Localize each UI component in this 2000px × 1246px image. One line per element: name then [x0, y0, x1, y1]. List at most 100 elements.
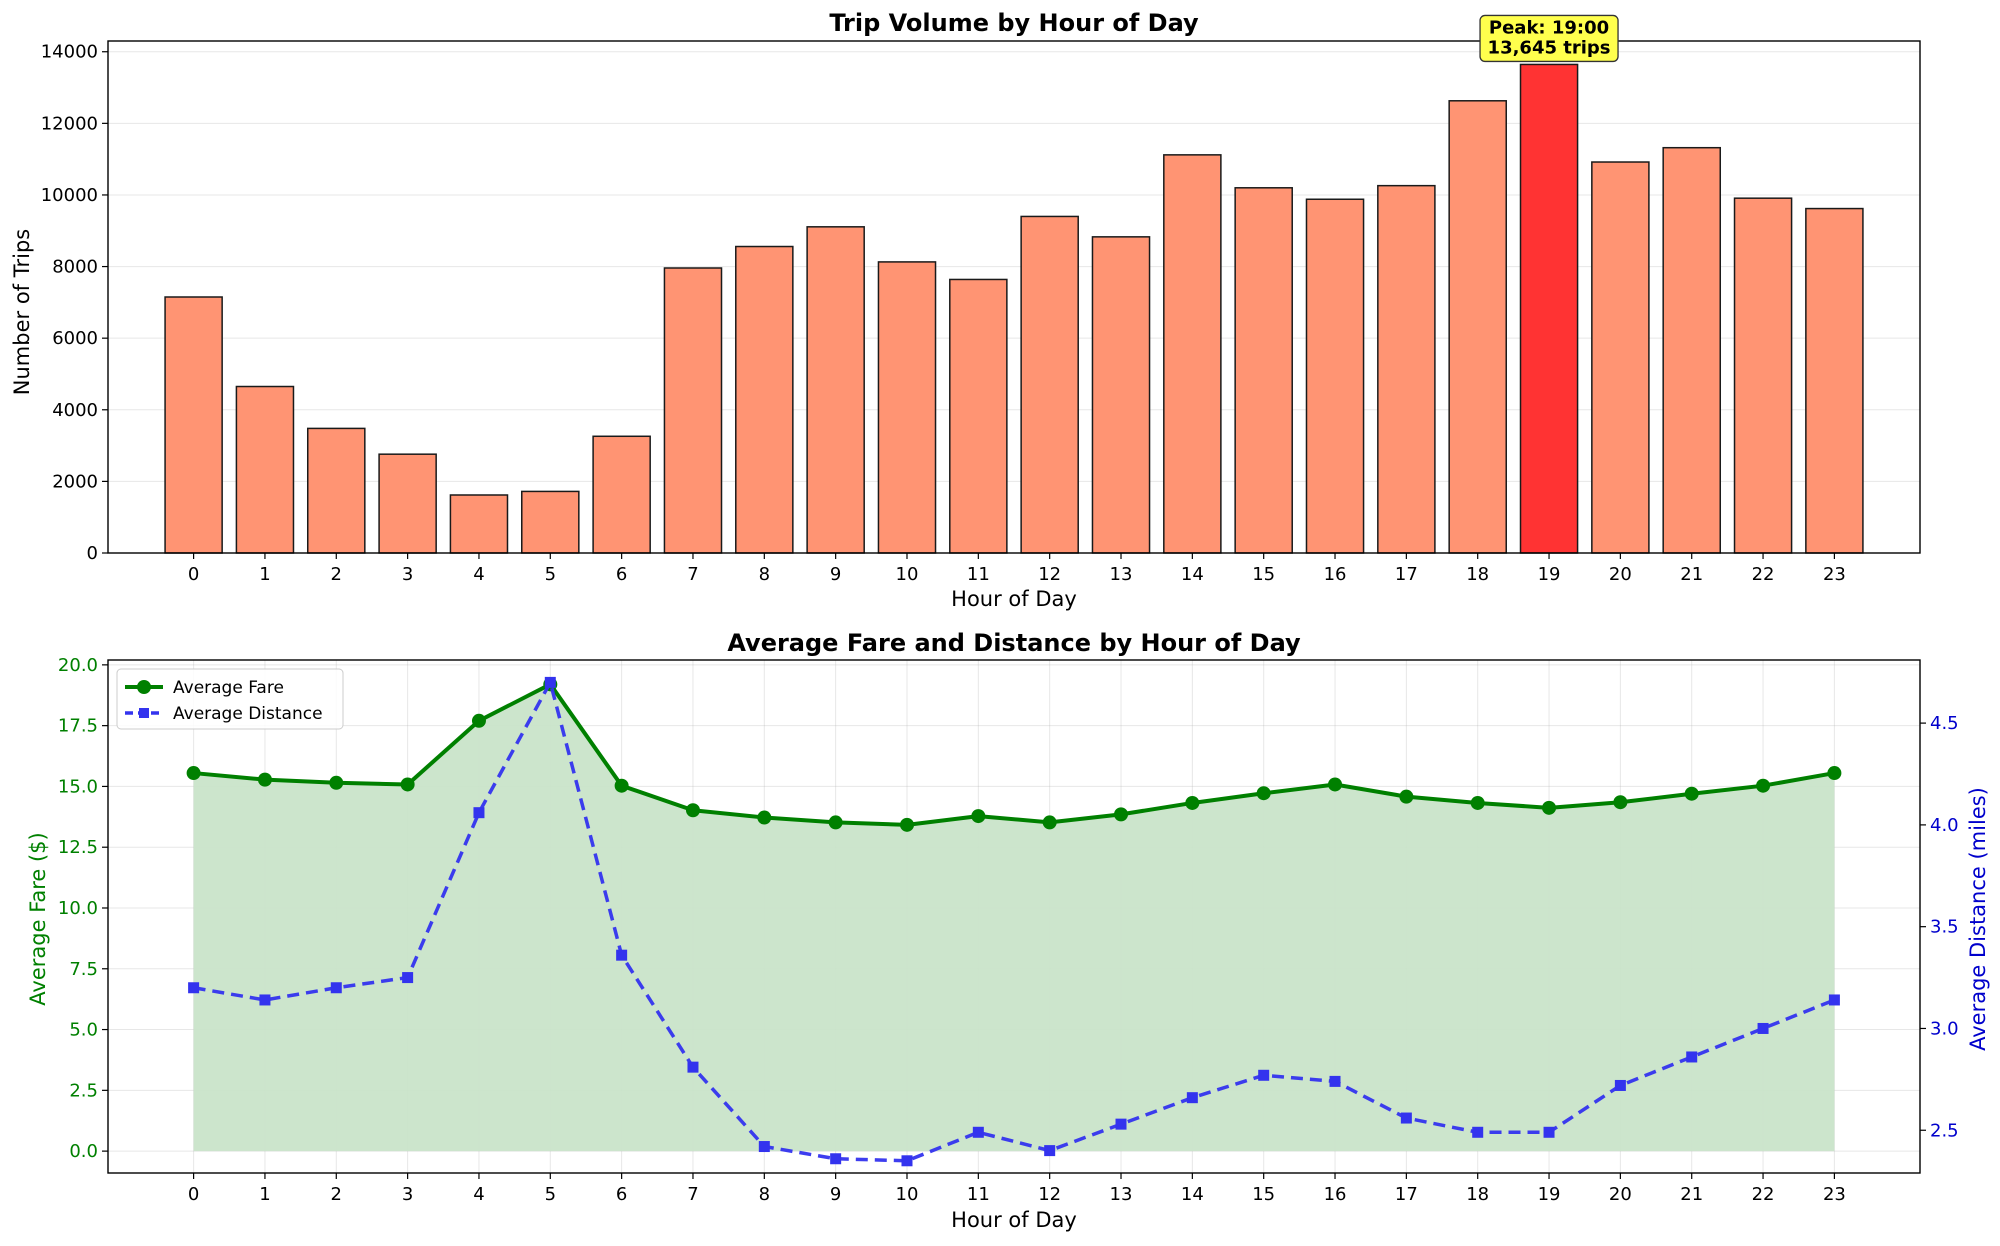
trip-volume-chart: Trip Volume by Hour of Day Hour of Day N… [10, 9, 1921, 611]
fare-distance-xtick-label: 20 [1609, 1184, 1632, 1205]
trip-volume-title: Trip Volume by Hour of Day [829, 9, 1199, 37]
distance-point [1828, 994, 1840, 1006]
distance-point [1258, 1069, 1270, 1081]
trip-bar [1591, 161, 1650, 554]
fare-ytick-label: 0.0 [69, 1141, 98, 1162]
trip-volume-xtick-label: 18 [1466, 564, 1489, 585]
distance-point [1044, 1145, 1056, 1157]
fare-point [1114, 807, 1129, 822]
legend-fare-marker [137, 680, 151, 694]
distance-ytick-label: 2.5 [1930, 1120, 1959, 1141]
legend-distance-label: Average Distance [173, 704, 323, 724]
trip-volume-xtick-label: 7 [687, 564, 698, 585]
distance-point [330, 982, 342, 994]
fare-ytick-label: 12.5 [58, 837, 98, 858]
fare-point [257, 772, 272, 787]
trip-volume-xtick-label: 10 [896, 564, 919, 585]
fare-distance-xtick-label: 3 [402, 1184, 413, 1205]
distance-point [259, 994, 271, 1006]
trip-volume-xtick-label: 3 [402, 564, 413, 585]
fare-point [685, 803, 700, 818]
trip-volume-xtick-label: 14 [1181, 564, 1204, 585]
distance-point [616, 949, 628, 961]
fare-ytick-label: 20.0 [58, 655, 98, 676]
fare-distance-xtick-label: 15 [1252, 1184, 1275, 1205]
trip-volume-ytick-label: 10000 [41, 185, 98, 206]
trip-bar [735, 245, 794, 554]
trip-bar [378, 453, 437, 554]
trip-volume-xtick-label: 6 [616, 564, 627, 585]
fare-distance-xtick-label: 17 [1395, 1184, 1418, 1205]
trip-volume-xtick-label: 20 [1609, 564, 1632, 585]
trip-bar [1020, 215, 1079, 554]
trip-volume-ytick-label: 4000 [52, 400, 98, 421]
distance-point [1329, 1075, 1341, 1087]
trip-volume-xtick-label: 5 [545, 564, 556, 585]
trip-volume-xtick-label: 2 [331, 564, 342, 585]
fare-point [471, 713, 486, 728]
fare-distance-xtick-label: 13 [1110, 1184, 1133, 1205]
fare-distance-xtick-label: 21 [1680, 1184, 1703, 1205]
distance-point [1400, 1112, 1412, 1124]
peak-annotation-line: 13,645 trips [1488, 37, 1611, 58]
distance-point [901, 1155, 913, 1167]
distance-point [1115, 1118, 1127, 1130]
fare-distance-chart: Average Fare and Distance by Hour of Day… [26, 629, 1990, 1232]
trip-volume-xtick-label: 11 [967, 564, 990, 585]
fare-distance-xtick-label: 8 [759, 1184, 770, 1205]
fare-ytick-label: 2.5 [69, 1080, 98, 1101]
trip-bar [949, 278, 1008, 554]
fare-point [899, 817, 914, 832]
trip-volume-xtick-label: 9 [830, 564, 841, 585]
trip-volume-xtick-label: 4 [473, 564, 484, 585]
fare-ytick-label: 5.0 [69, 1020, 98, 1041]
fare-ytick-label: 10.0 [58, 898, 98, 919]
trip-volume-plot-frame [107, 40, 1921, 554]
distance-point [1614, 1079, 1626, 1091]
fare-distance-xtick-label: 7 [687, 1184, 698, 1205]
trip-volume-xtick-label: 22 [1752, 564, 1775, 585]
legend-fare-label: Average Fare [173, 678, 284, 698]
trip-bar [235, 385, 295, 554]
fare-distance-xlabel: Hour of Day [951, 1208, 1077, 1232]
peak-annotation-box [1479, 14, 1619, 63]
fare-series-line [193, 682, 1835, 827]
fare-distance-xtick-label: 0 [188, 1184, 199, 1205]
trip-volume-xtick-label: 15 [1252, 564, 1275, 585]
peak-annotation-line: Peak: 19:00 [1489, 17, 1609, 38]
fare-distance-xtick-label: 5 [545, 1184, 556, 1205]
fare-distance-plot-frame [107, 659, 1921, 1174]
fare-point [1684, 786, 1699, 801]
trip-volume-xtick-label: 21 [1680, 564, 1703, 585]
fare-point [1613, 795, 1628, 810]
fare-distance-xtick-label: 10 [896, 1184, 919, 1205]
fare-point [1756, 778, 1771, 793]
distance-point [473, 807, 485, 819]
fare-point [400, 777, 415, 792]
fare-point [1185, 795, 1200, 810]
fare-ytick-label: 17.5 [58, 716, 98, 737]
trip-volume-xtick-label: 19 [1538, 564, 1561, 585]
fare-ytick-label: 7.5 [69, 959, 98, 980]
distance-ytick-label: 4.5 [1930, 713, 1959, 734]
distance-axis-label: Average Distance (miles) [1966, 787, 1990, 1051]
fare-point [971, 809, 986, 824]
fare-point [757, 810, 772, 825]
trip-volume-ylabel: Number of Trips [10, 229, 34, 395]
fare-distance-xtick-label: 16 [1324, 1184, 1347, 1205]
trip-bar [1163, 154, 1222, 554]
trip-bar [1733, 197, 1793, 554]
fare-point [614, 778, 629, 793]
fare-point [1042, 815, 1057, 830]
fare-distance-xtick-label: 11 [967, 1184, 990, 1205]
fare-ytick-label: 15.0 [58, 776, 98, 797]
fare-distance-xtick-label: 18 [1466, 1184, 1489, 1205]
fare-distance-title: Average Fare and Distance by Hour of Day [727, 629, 1301, 657]
trip-volume-xtick-label: 8 [759, 564, 770, 585]
distance-point [1757, 1022, 1769, 1034]
trip-bar [877, 261, 937, 554]
trip-bar [1091, 236, 1151, 554]
trip-bar [1448, 100, 1507, 554]
